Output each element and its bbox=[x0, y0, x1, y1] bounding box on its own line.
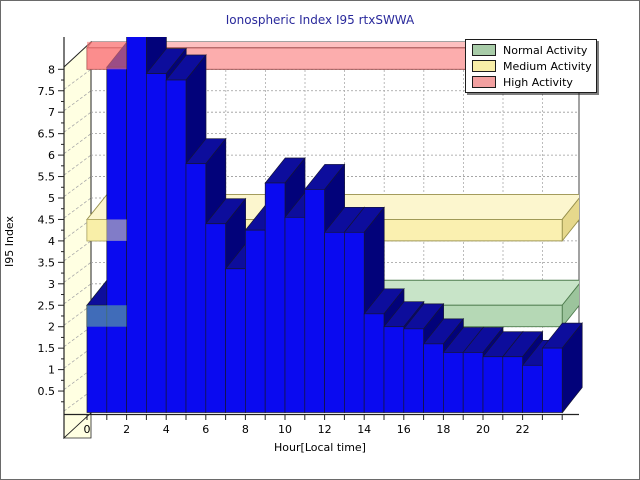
x-tick-label: 6 bbox=[202, 423, 209, 436]
legend-item-normal-activity: Normal Activity bbox=[466, 42, 596, 58]
bar-front-face bbox=[264, 182, 286, 413]
x-tick-label: 4 bbox=[163, 423, 170, 436]
bar-front-face bbox=[344, 231, 365, 413]
band-tint-overlay bbox=[87, 41, 127, 70]
legend-item-medium-activity: Medium Activity bbox=[466, 58, 596, 74]
bar-front-face bbox=[324, 231, 345, 413]
bar-front-face bbox=[284, 216, 306, 413]
y-tick-label: 3 bbox=[48, 278, 55, 291]
wall-hatch bbox=[63, 133, 92, 154]
bar-front-face bbox=[146, 73, 167, 413]
legend-swatch bbox=[472, 60, 496, 72]
wall-hatch bbox=[63, 304, 92, 326]
y-tick-label: 4 bbox=[48, 235, 55, 248]
y-tick-label: 2.5 bbox=[38, 299, 56, 312]
y-tick-label: 8 bbox=[48, 63, 55, 76]
bar-front-face bbox=[165, 79, 187, 413]
x-tick-label: 8 bbox=[242, 423, 249, 436]
chart-title: Ionospheric Index I95 rtxSWWA bbox=[225, 13, 415, 27]
y-tick-label: 1.5 bbox=[38, 342, 56, 355]
y-tick-label: 2 bbox=[48, 321, 55, 334]
bar-front-face bbox=[383, 326, 405, 413]
bar-front-face bbox=[304, 189, 325, 413]
y-tick-label: 1 bbox=[48, 364, 55, 377]
y-tick-label: 0.5 bbox=[38, 385, 56, 398]
legend-item-high-activity: High Activity bbox=[466, 74, 596, 90]
y-axis-title: I95 Index bbox=[3, 215, 16, 267]
bar-front-face bbox=[225, 268, 246, 413]
wall-hatch bbox=[63, 176, 92, 197]
y-tick-label: 4.5 bbox=[38, 213, 56, 226]
wall-hatch bbox=[63, 283, 92, 305]
x-axis-title: Hour[Local time] bbox=[274, 441, 366, 454]
bar-front-face bbox=[542, 347, 563, 413]
bar-front-face bbox=[502, 356, 523, 413]
wall-hatch bbox=[63, 240, 92, 262]
y-tick-label: 3.5 bbox=[38, 256, 56, 269]
y-tick-label: 7 bbox=[48, 106, 55, 119]
legend: Normal Activity Medium Activity High Activ… bbox=[465, 39, 597, 93]
y-tick-label: 6.5 bbox=[38, 128, 56, 141]
wall-hatch bbox=[63, 197, 92, 219]
bar-front-face bbox=[482, 356, 504, 413]
y-tick-label: 6 bbox=[48, 149, 55, 162]
bar-hour-23 bbox=[541, 322, 583, 413]
wall-hatch bbox=[63, 390, 92, 412]
bar-front-face bbox=[522, 364, 543, 413]
bar-front-face bbox=[205, 223, 226, 413]
plot-floor bbox=[62, 412, 92, 439]
x-tick-label: 16 bbox=[397, 423, 411, 436]
legend-label: High Activity bbox=[503, 75, 573, 89]
legend-label: Medium Activity bbox=[503, 59, 592, 73]
wall-hatch bbox=[63, 154, 92, 176]
bar-front-face bbox=[185, 163, 207, 413]
bar-series bbox=[86, 37, 583, 413]
wall-hatch bbox=[63, 369, 92, 390]
wall-hatch bbox=[63, 326, 92, 348]
y-tick-label: 7.5 bbox=[38, 85, 56, 98]
band-tint-overlay bbox=[87, 305, 127, 327]
x-tick-label: 0 bbox=[84, 423, 91, 436]
legend-swatch bbox=[472, 44, 496, 56]
bar-front-face bbox=[126, 37, 147, 413]
bar-front-face bbox=[443, 352, 464, 413]
wall-hatch bbox=[63, 219, 92, 240]
x-tick-label: 10 bbox=[278, 423, 292, 436]
band-tint-overlay bbox=[87, 219, 127, 241]
legend-label: Normal Activity bbox=[503, 43, 588, 57]
bar-front-face bbox=[462, 352, 484, 413]
bar-front-face bbox=[363, 313, 385, 413]
x-tick-label: 14 bbox=[357, 423, 371, 436]
wall-hatch bbox=[63, 347, 92, 369]
bar-front-face bbox=[403, 328, 424, 413]
wall-hatch bbox=[63, 262, 92, 283]
x-tick-label: 18 bbox=[436, 423, 450, 436]
x-tick-label: 22 bbox=[516, 423, 530, 436]
wall-hatch bbox=[63, 111, 92, 133]
x-tick-label: 20 bbox=[476, 423, 490, 436]
wall-hatch bbox=[63, 90, 92, 112]
bar-front-face bbox=[423, 343, 444, 413]
x-tick-label: 12 bbox=[318, 423, 332, 436]
wall-hatch bbox=[63, 68, 92, 90]
y-tick-label: 5 bbox=[48, 192, 55, 205]
legend-swatch bbox=[472, 76, 496, 88]
bar-front-face bbox=[245, 229, 266, 413]
y-tick-label: 5.5 bbox=[38, 171, 56, 184]
x-tick-label: 2 bbox=[123, 423, 130, 436]
